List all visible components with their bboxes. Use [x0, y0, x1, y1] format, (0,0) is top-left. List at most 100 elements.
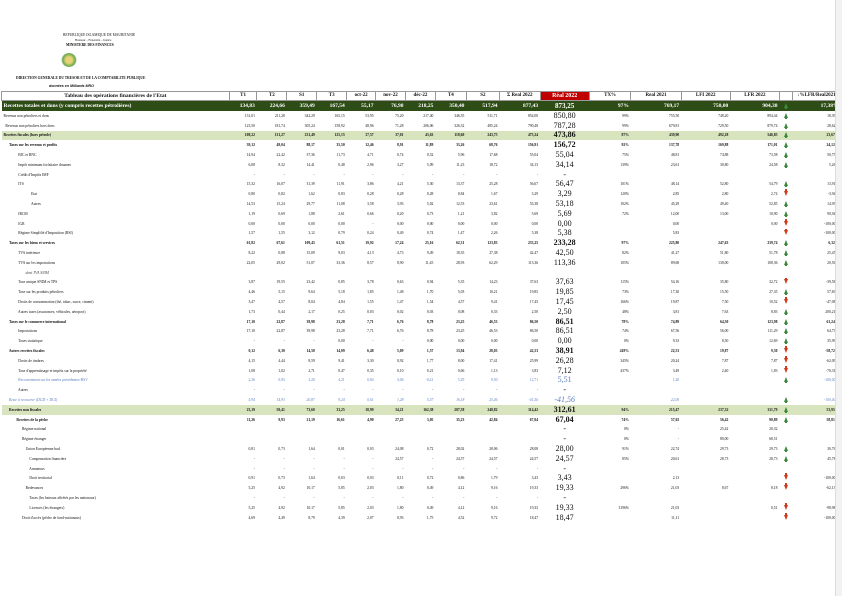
value-cell: 82%: [622, 251, 629, 256]
value-cell: 6,30: [278, 349, 285, 354]
value-cell: [730, 513, 779, 523]
value-cell: -: [402, 388, 404, 393]
value-cell: 2,26: [248, 378, 255, 383]
value-cell: 109,43: [304, 241, 315, 246]
value-cell: [466, 268, 499, 278]
arrow-up-icon: [779, 121, 792, 131]
col-header: T2: [256, 91, 288, 101]
value-cell: [681, 219, 730, 229]
value-cell: -: [283, 172, 285, 177]
value-cell: 546,85: [730, 130, 780, 141]
row-label: Droits de consommation (thé, tabac, sucr…: [3, 300, 94, 305]
value-cell: -: [253, 339, 255, 344]
value-cell: [287, 268, 317, 278]
value-cell: [589, 464, 631, 474]
value-cell: 5,15: [278, 290, 285, 295]
header-country: REPUBLIQUE ISLAMIQUE DE MAURITANIE: [63, 33, 136, 37]
row-label: Etat: [3, 192, 38, 197]
value-cell: 21,03: [670, 505, 680, 510]
value-cell: [730, 464, 779, 474]
value-cell: 71,28: [395, 123, 404, 128]
value-cell: 296%: [620, 486, 629, 491]
arrow-up-icon: [779, 307, 792, 317]
variation-cell: -47,08%: [825, 300, 839, 305]
arrow-up-icon: [783, 250, 788, 257]
value-cell: 1,80: [397, 505, 404, 510]
national-seal-icon: [61, 53, 77, 67]
value-cell: [589, 493, 631, 503]
value-cell: 22,42: [276, 153, 285, 158]
value-cell: 37,01: [375, 130, 406, 141]
arrow-up-icon: [783, 397, 788, 403]
value-cell: 4,49: [278, 515, 285, 520]
value-cell: 165,15: [334, 113, 345, 118]
value-cell: -: [283, 339, 285, 344]
financial-operations-table: Tableau des opérations financières de l'…: [1, 91, 842, 523]
variation-cell: -100,00%: [824, 398, 839, 402]
value-cell: -: [402, 466, 404, 471]
col-header: Real 2021: [630, 91, 682, 101]
value-cell: 22,74: [670, 446, 680, 451]
table-row: Recouvrement sur les années précédentes-…: [2, 376, 841, 386]
value-cell: 0,47: [338, 368, 345, 373]
table-row: Redevances 5,25 4,92 10,17 5,85 2,03 1,80 0,49 4…: [2, 483, 841, 493]
table-row: ITS 15,32 16,07 31,39 11,91 3,86 4,21 5,30 13,37…: [2, 180, 841, 190]
value-cell: 8,78: [426, 329, 434, 334]
value-cell: 5,96: [457, 153, 465, 158]
real-2022-cell: 86,51: [555, 316, 574, 326]
value-cell: -: [402, 172, 404, 177]
variation-cell: 6,32%: [828, 241, 839, 246]
value-cell: 207,58: [435, 404, 467, 415]
arrow-up-icon: [779, 336, 792, 346]
row-label: Taxe sur les produits pétroliers: [3, 290, 64, 295]
value-cell: 3,58: [367, 202, 374, 207]
value-cell: -: [253, 495, 255, 500]
value-cell: 5,69: [531, 211, 539, 216]
value-cell: [435, 434, 466, 444]
value-cell: [631, 268, 681, 278]
value-cell: [730, 395, 779, 405]
trend-cell: [779, 434, 792, 444]
variation-cell: 50,75%: [827, 153, 839, 158]
value-cell: 729,50: [718, 123, 729, 128]
trend-cell: [779, 425, 792, 435]
value-cell: 27,25: [395, 417, 404, 422]
value-cell: 29,73: [769, 446, 778, 451]
value-cell: 51,78: [769, 251, 778, 256]
value-cell: 134,83: [229, 100, 257, 111]
value-cell: 25,42: [720, 427, 729, 432]
real-2022-cell: 24,57: [555, 453, 574, 463]
real-2022-cell: 17,45: [555, 297, 574, 307]
value-cell: 130,00: [718, 260, 729, 265]
arrow-up-icon: [779, 209, 792, 219]
value-cell: 5,09: [397, 349, 404, 354]
value-cell: 156,91: [527, 143, 539, 148]
variation-cell: 24,12%: [826, 143, 839, 148]
value-cell: 4,39: [338, 515, 345, 520]
value-cell: -0,41: [425, 378, 434, 383]
value-cell: 3,43: [531, 476, 539, 481]
variation-cell: -98,98%: [825, 505, 839, 510]
value-cell: 22,00: [670, 398, 680, 402]
col-header: Σ Real 2022: [498, 91, 541, 101]
value-cell: 120%: [620, 192, 629, 197]
value-cell: 56,67: [529, 182, 539, 187]
value-cell: 137,78: [669, 143, 680, 148]
value-cell: 331,79: [730, 404, 780, 415]
value-cell: -: [463, 466, 465, 471]
value-cell: 99%: [622, 113, 629, 118]
value-cell: 0%: [624, 339, 629, 344]
value-cell: 439,90: [630, 130, 682, 141]
value-cell: [499, 425, 540, 435]
real-2022-cell: 55,04: [555, 150, 574, 160]
value-cell: 14,94: [246, 153, 255, 158]
value-cell: 8,90: [397, 260, 404, 265]
value-cell: 167,54: [316, 100, 347, 111]
col-header: LFI 2022: [680, 91, 731, 101]
col-header: déc-22: [404, 91, 436, 101]
table-row: TVA intérieure 8,22 0,88 15,09 9,03 4,13 4,73 9…: [2, 248, 841, 258]
value-cell: -: [677, 427, 680, 432]
real-2022-cell: 86,51: [555, 326, 574, 336]
trend-cell: [779, 170, 792, 180]
value-cell: 6,76: [397, 319, 404, 324]
